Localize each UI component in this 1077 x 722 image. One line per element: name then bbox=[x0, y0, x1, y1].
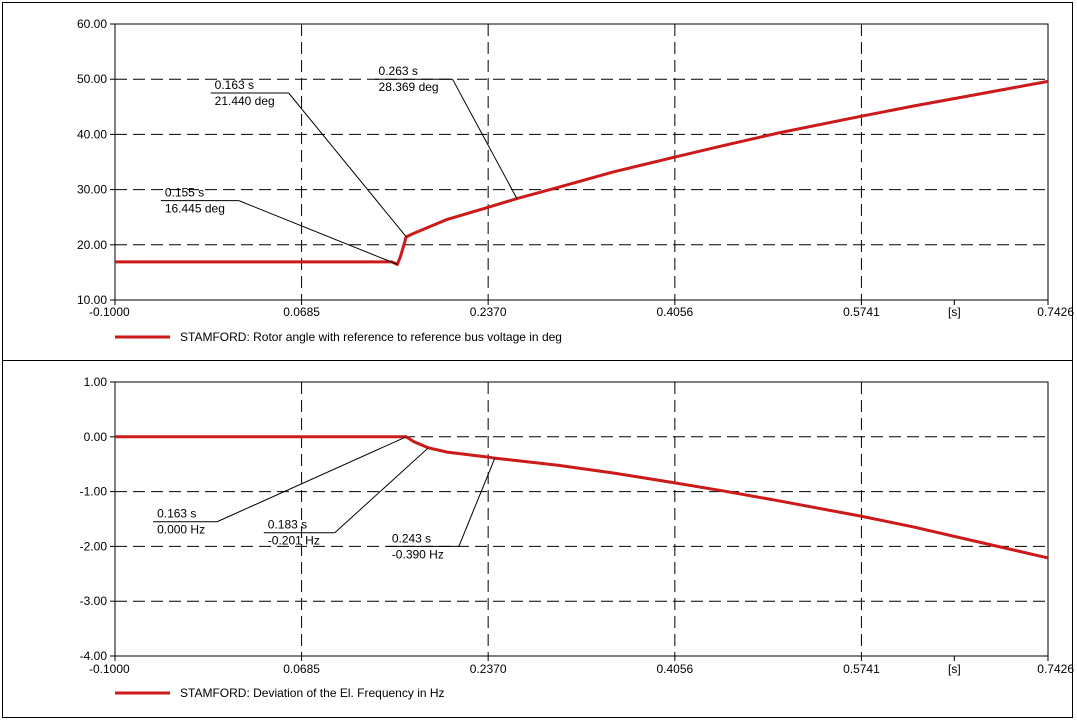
x-tick-label: 0.0685 bbox=[283, 662, 320, 676]
series-line bbox=[115, 435, 1049, 560]
plot-area bbox=[114, 23, 1049, 301]
annotation-time: 0.243 s bbox=[392, 531, 431, 545]
x-tick-label: 0.2370 bbox=[470, 662, 507, 676]
x-tick-label: [s] bbox=[948, 305, 961, 319]
annotation-value: -0.390 Hz bbox=[392, 547, 444, 561]
y-tick-label: 50.00 bbox=[77, 72, 107, 86]
y-tick-label: -4.00 bbox=[80, 649, 108, 663]
x-tick-label: -0.1000 bbox=[89, 662, 130, 676]
x-tick-label: 0.5741 bbox=[843, 305, 880, 319]
x-tick-label: -0.1000 bbox=[89, 305, 130, 319]
x-tick-label: 0.4056 bbox=[656, 305, 693, 319]
x-tick-label: [s] bbox=[948, 662, 961, 676]
x-tick-label: 0.4056 bbox=[656, 662, 693, 676]
legend-label: STAMFORD: Deviation of the El. Frequency… bbox=[180, 686, 445, 700]
y-tick-label: 40.00 bbox=[77, 127, 107, 141]
y-tick-label: 20.00 bbox=[77, 238, 107, 252]
annotation-value: 16.445 deg bbox=[165, 202, 225, 216]
annotation-leader bbox=[216, 436, 407, 523]
annotation-leader bbox=[452, 78, 518, 199]
y-tick-label: 60.00 bbox=[77, 17, 107, 31]
y-tick-label: -1.00 bbox=[80, 485, 108, 499]
x-tick-label: 0.5741 bbox=[843, 662, 880, 676]
y-tick-label: 1.00 bbox=[84, 375, 108, 389]
x-tick-label: 0.7426 bbox=[1037, 662, 1074, 676]
x-tick-label: 0.0685 bbox=[283, 305, 320, 319]
panel-divider bbox=[2, 360, 1073, 361]
x-tick-label: 0.2370 bbox=[470, 305, 507, 319]
rotor-angle-chart: 60.00 50.00 40.00 30.00 20.00 10.00-0.1000 0.0… bbox=[77, 17, 1074, 344]
annotation-value: 0.000 Hz bbox=[157, 523, 205, 537]
y-tick-label: 0.00 bbox=[84, 430, 108, 444]
y-tick-label: 30.00 bbox=[77, 183, 107, 197]
legend-label: STAMFORD: Rotor angle with reference to … bbox=[180, 330, 562, 344]
annotation-time: 0.263 s bbox=[379, 64, 418, 78]
annotation-value: 21.440 deg bbox=[215, 94, 275, 108]
annotation-leader bbox=[238, 200, 398, 265]
annotation-time: 0.163 s bbox=[215, 78, 254, 92]
annotation-value: 28.369 deg bbox=[379, 80, 439, 94]
annotation-time: 0.183 s bbox=[268, 518, 307, 532]
annotation-time: 0.163 s bbox=[157, 507, 196, 521]
annotation-leader bbox=[334, 447, 429, 534]
y-tick-label: 10.00 bbox=[77, 293, 107, 307]
y-tick-label: -2.00 bbox=[80, 539, 108, 553]
frequency-deviation-chart: 1.00 0.00 -1.00 -2.00 -3.00 -4.00-0.1000 0.068… bbox=[80, 375, 1075, 700]
x-tick-label: 0.7426 bbox=[1037, 305, 1074, 319]
y-tick-label: -3.00 bbox=[80, 594, 108, 608]
annotation-leader bbox=[458, 457, 496, 547]
plot-area bbox=[114, 381, 1049, 657]
series-line bbox=[115, 79, 1049, 266]
annotation-time: 0.155 s bbox=[165, 186, 204, 200]
annotation-leader bbox=[288, 92, 407, 238]
annotation-value: -0.201 Hz bbox=[268, 534, 320, 548]
